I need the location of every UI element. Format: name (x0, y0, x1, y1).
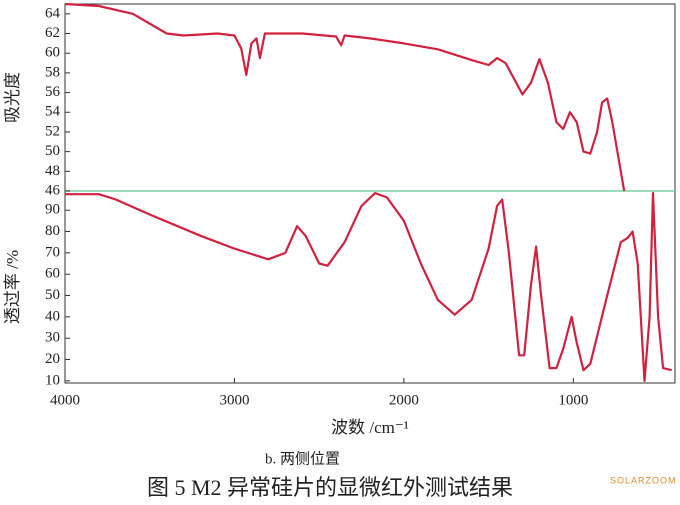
y-tick-label: 50 (45, 143, 60, 159)
y-tick-label: 56 (45, 84, 61, 100)
y-tick-label: 46 (45, 182, 61, 198)
y-tick-label: 70 (45, 244, 60, 260)
y-tick-label: 58 (45, 64, 60, 80)
y-tick-label: 10 (45, 372, 60, 388)
x-tick-label: 3000 (219, 392, 249, 408)
subcaption: b. 两侧位置 (265, 450, 340, 467)
series-line (65, 192, 672, 382)
y-tick-label: 80 (45, 223, 60, 239)
x-axis-label: 波数 /cm⁻¹ (331, 418, 409, 437)
x-tick-label: 2000 (389, 392, 419, 408)
series-line (64, 2, 626, 192)
y-axis-label: 透过率 /% (3, 250, 22, 324)
y-tick-label: 40 (45, 308, 60, 324)
x-tick-label: 1000 (558, 392, 588, 408)
y-tick-label: 60 (45, 45, 60, 61)
y-tick-label: 30 (45, 330, 60, 346)
y-tick-label: 54 (45, 104, 61, 120)
y-tick-label: 64 (45, 5, 61, 21)
y-tick-label: 48 (45, 163, 60, 179)
y-tick-label: 50 (45, 287, 60, 303)
y-axis-label: 吸光度 (3, 72, 22, 123)
y-tick-label: 62 (45, 25, 60, 41)
caption: 图 5 M2 异常硅片的显微红外测试结果 (147, 475, 513, 500)
y-tick-label: 90 (45, 202, 60, 218)
y-tick-label: 52 (45, 123, 60, 139)
frame (64, 3, 676, 384)
x-tick-label: 4000 (50, 392, 80, 408)
watermark: SOLARZOOM (610, 475, 677, 485)
y-tick-label: 60 (45, 266, 60, 282)
y-tick-label: 20 (45, 351, 60, 367)
